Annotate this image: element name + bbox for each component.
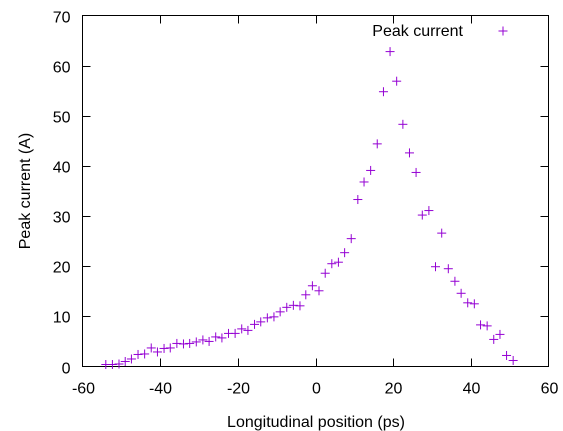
x-tick-label: 0 — [312, 381, 321, 398]
data-point — [359, 177, 369, 187]
data-point — [392, 76, 402, 86]
x-tick-label: -60 — [72, 381, 95, 398]
data-point — [378, 87, 388, 97]
y-tick-label: 30 — [53, 210, 71, 227]
data-point — [191, 337, 201, 347]
x-tick-label: 20 — [385, 381, 403, 398]
plot-frame — [82, 15, 549, 367]
data-point — [333, 257, 343, 267]
legend-marker — [498, 26, 508, 36]
data-point — [204, 336, 214, 346]
data-point — [307, 281, 317, 291]
data-point — [178, 339, 188, 349]
data-point — [366, 165, 376, 175]
data-point — [288, 300, 298, 310]
data-point — [320, 268, 330, 278]
y-tick-label: 10 — [53, 310, 71, 327]
y-axis-label: Peak current (A) — [17, 133, 34, 249]
data-point — [450, 276, 460, 286]
data-point — [443, 264, 453, 274]
data-point — [152, 347, 162, 357]
y-tick-label: 60 — [53, 60, 71, 77]
data-point — [437, 228, 447, 238]
data-point — [165, 343, 175, 353]
data-point — [411, 167, 421, 177]
data-point — [353, 195, 363, 205]
data-point — [456, 288, 466, 298]
data-point — [262, 313, 272, 323]
y-tick-label: 40 — [53, 160, 71, 177]
data-point — [508, 355, 518, 365]
data-point — [120, 356, 130, 366]
data-point — [146, 343, 156, 353]
data-point — [502, 350, 512, 360]
data-point — [476, 320, 486, 330]
data-point — [237, 324, 247, 334]
axis-ticks: -60 -40 -20 0 20 40 60 0 10 20 30 40 50 60 70 — [53, 10, 559, 398]
data-point — [230, 328, 240, 338]
data-point — [126, 354, 136, 364]
data-point — [314, 286, 324, 296]
data-point — [482, 321, 492, 331]
data-point — [417, 210, 427, 220]
data-point — [469, 299, 479, 309]
x-axis-label: Longitudinal position (ps) — [227, 414, 405, 431]
x-tick-label: -20 — [227, 381, 250, 398]
x-tick-label: -40 — [149, 381, 172, 398]
data-point — [172, 338, 182, 348]
data-point — [463, 298, 473, 308]
data-point — [250, 319, 260, 329]
data-point — [211, 332, 221, 342]
y-tick-label: 0 — [62, 361, 71, 378]
data-point — [301, 290, 311, 300]
data-point — [340, 248, 350, 258]
y-tick-label: 50 — [53, 110, 71, 127]
data-point — [489, 334, 499, 344]
data-point — [159, 343, 169, 353]
legend-marker-symbol — [498, 26, 508, 36]
data-point — [385, 47, 395, 57]
y-tick-label: 20 — [53, 260, 71, 277]
data-point — [256, 317, 266, 327]
data-point — [114, 359, 124, 369]
data-points — [101, 47, 518, 369]
data-point — [198, 335, 208, 345]
legend-label: Peak current — [372, 23, 463, 40]
x-tick-label: 60 — [541, 381, 559, 398]
data-point — [346, 234, 356, 244]
data-point — [398, 119, 408, 129]
data-point — [404, 148, 414, 158]
data-point — [430, 262, 440, 272]
data-point — [133, 349, 143, 359]
data-point — [185, 338, 195, 348]
data-point — [140, 349, 150, 359]
data-point — [269, 312, 279, 322]
data-point — [107, 359, 117, 369]
data-point — [217, 333, 227, 343]
data-point — [243, 325, 253, 335]
data-point — [372, 139, 382, 149]
x-tick-label: 40 — [463, 381, 481, 398]
data-point — [295, 301, 305, 311]
data-point — [327, 259, 337, 269]
data-point — [275, 307, 285, 317]
data-point — [282, 302, 292, 312]
data-point — [495, 329, 505, 339]
y-tick-label: 70 — [53, 10, 71, 27]
data-point — [424, 206, 434, 216]
legend: Peak current — [372, 23, 508, 40]
